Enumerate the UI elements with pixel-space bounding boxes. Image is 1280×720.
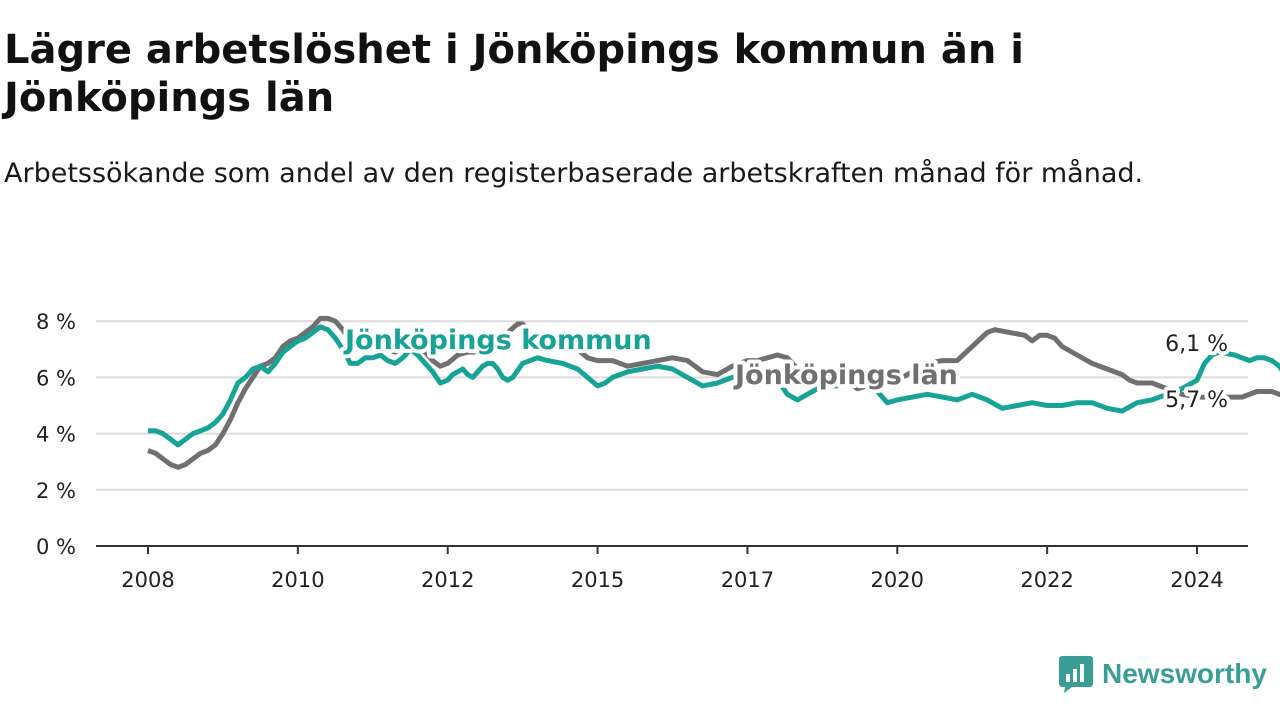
end-value-label: 5,7 % <box>1165 388 1228 413</box>
gridlines <box>96 320 1248 491</box>
chart-title: Lägre arbetslöshet i Jönköpings kommun ä… <box>4 27 1024 121</box>
y-tick-label: 0 % <box>36 535 76 559</box>
x-tick-label: 2022 <box>1020 568 1073 592</box>
series-line-lan <box>147 315 1280 470</box>
x-tick-label: 2015 <box>571 568 624 592</box>
x-tick-label: 2010 <box>271 568 324 592</box>
series-lines <box>147 315 1280 470</box>
y-tick-label: 6 % <box>36 366 76 390</box>
chart-subtitle: Arbetssökande som andel av den registerb… <box>4 158 1144 189</box>
x-tick-label: 2008 <box>121 568 174 592</box>
x-axis: 2008 2010 2012 2015 2017 2020 2022 2024 <box>96 545 1248 592</box>
series-label-kommun: Jönköpings kommun <box>343 325 652 356</box>
series-line-kommun <box>148 324 1280 448</box>
brand-name: Newsworthy <box>1102 658 1267 689</box>
line-chart: 0 % 2 % 4 % 6 % 8 % 2008 2010 2012 2015 2017 2020… <box>36 310 1280 592</box>
y-tick-label: 2 % <box>36 479 76 503</box>
annotations: 6,1 % 5,7 % Jönköpings kommun Jönköpings lä… <box>339 321 1232 417</box>
x-tick-label: 2012 <box>421 568 474 592</box>
y-tick-label: 4 % <box>36 423 76 447</box>
y-axis: 0 % 2 % 4 % 6 % 8 % <box>36 310 76 559</box>
end-value-label: 6,1 % <box>1165 332 1228 357</box>
y-tick-label: 8 % <box>36 310 76 334</box>
x-tick-label: 2020 <box>871 568 924 592</box>
x-tick-label: 2024 <box>1170 568 1223 592</box>
x-tick-label: 2017 <box>721 568 774 592</box>
newsworthy-logo-icon <box>1059 656 1093 693</box>
series-label-lan: Jönköpings län <box>733 360 958 391</box>
newsworthy-logo: Newsworthy <box>1058 654 1267 694</box>
